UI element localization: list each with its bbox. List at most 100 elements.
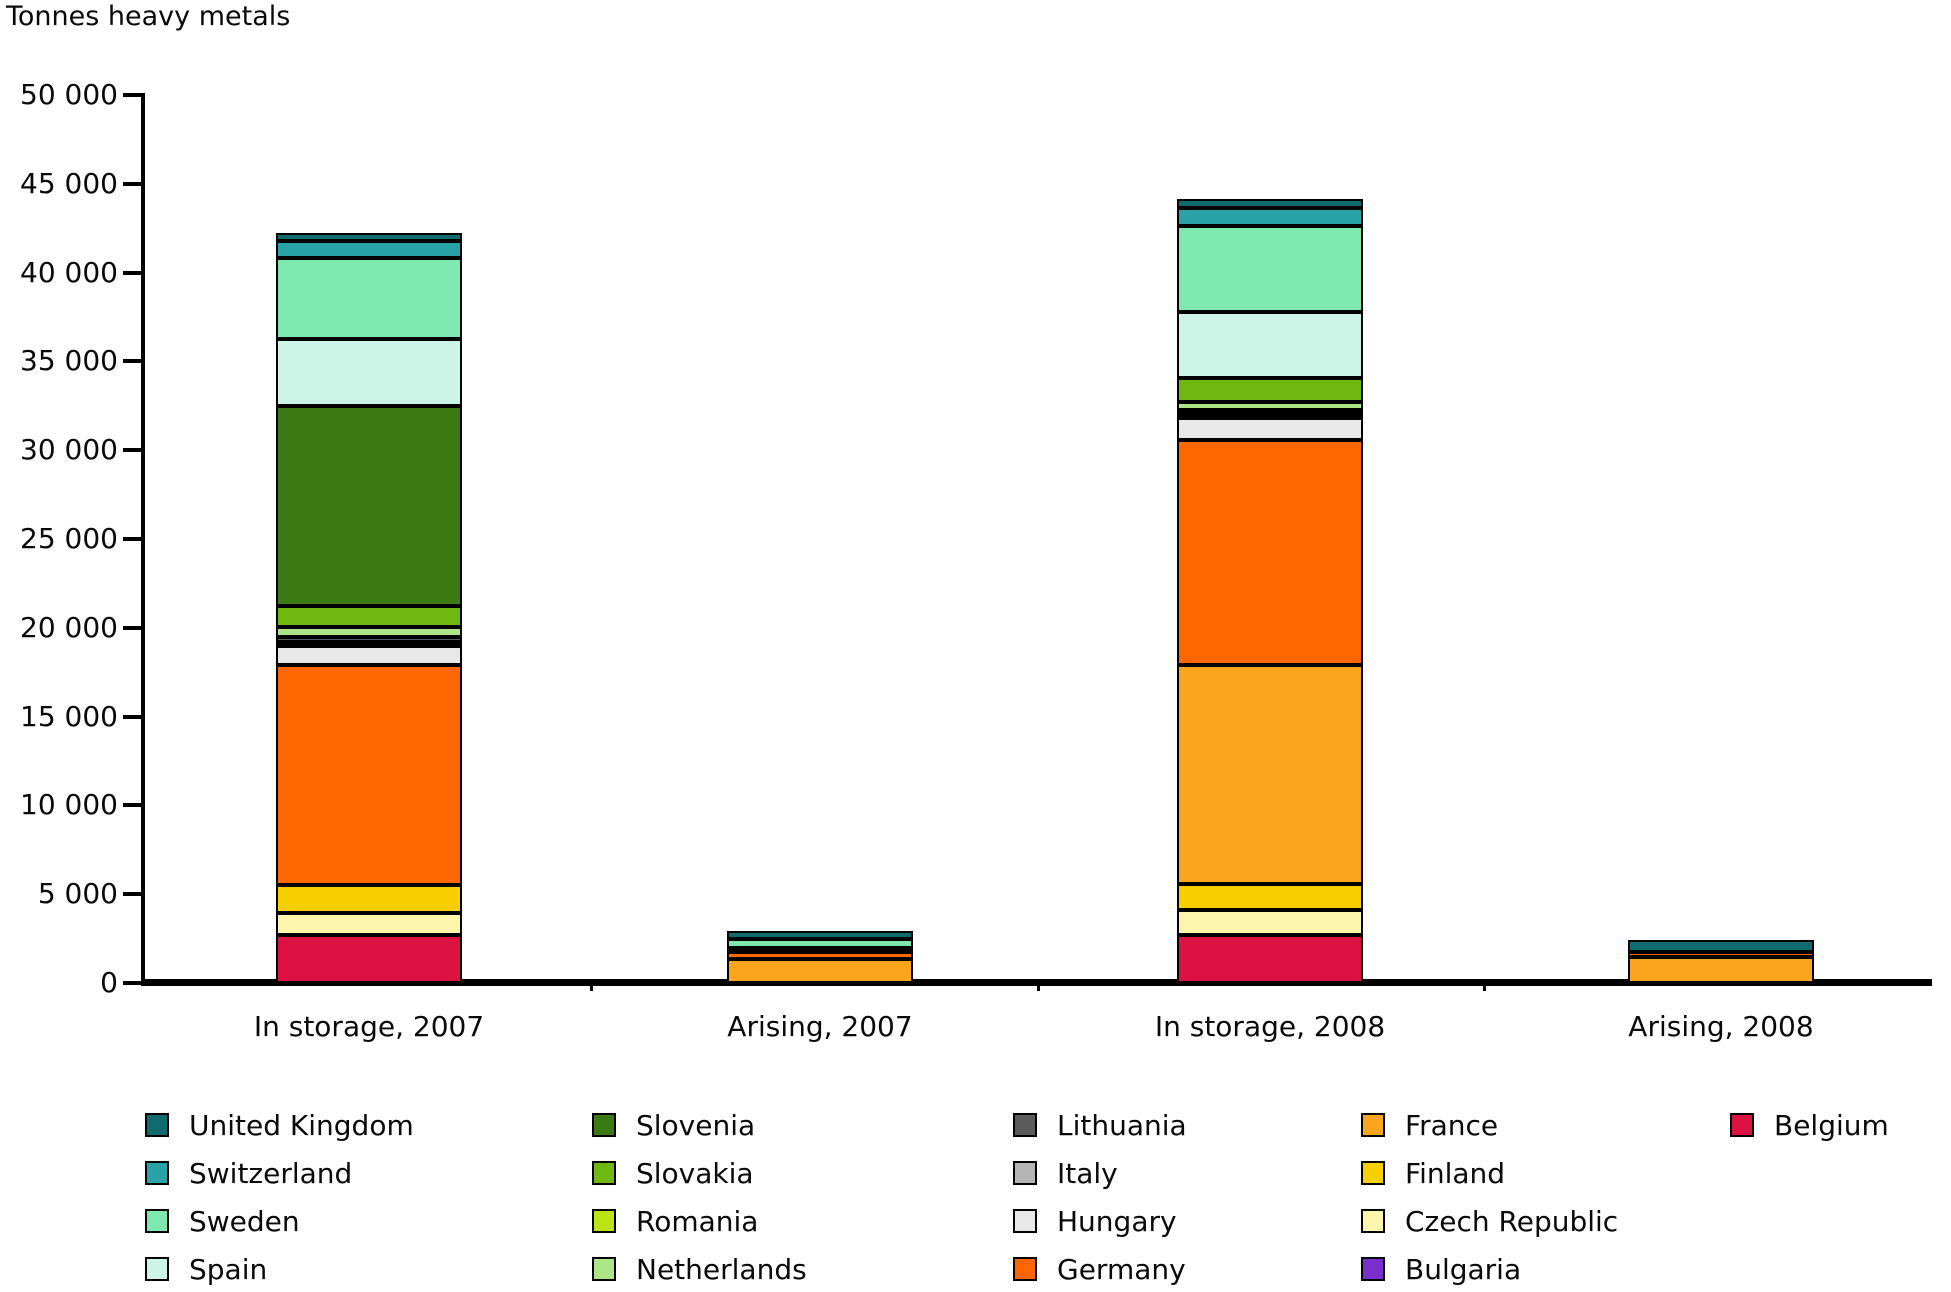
- legend-label: Belgium: [1774, 1109, 1889, 1142]
- y-axis-tick: [123, 448, 142, 453]
- y-axis-tick-label: 35 000: [20, 344, 118, 378]
- bar-segment-italy: [276, 642, 462, 647]
- legend-swatch: [1013, 1257, 1037, 1281]
- y-axis-tick-label: 10 000: [20, 788, 118, 822]
- y-axis-tick: [123, 181, 142, 186]
- bar-segment-hungary: [276, 646, 462, 665]
- y-axis-tick-label: 5 000: [37, 877, 118, 911]
- legend-label: Romania: [636, 1205, 759, 1238]
- legend-swatch: [1361, 1257, 1385, 1281]
- bar-segment-slovakia: [276, 606, 462, 628]
- legend-label: France: [1405, 1109, 1499, 1142]
- y-axis-tick: [123, 714, 142, 719]
- legend-swatch: [145, 1113, 169, 1137]
- bar-segment-germany: [1628, 951, 1814, 958]
- legend-swatch: [592, 1209, 616, 1233]
- legend-swatch: [592, 1161, 616, 1185]
- bar-segment-belgium: [1177, 935, 1363, 983]
- y-axis-tick-label: 20 000: [20, 610, 118, 644]
- bar-segment-lithuania: [1177, 409, 1363, 414]
- legend-swatch: [145, 1161, 169, 1185]
- legend-swatch: [592, 1257, 616, 1281]
- legend-swatch: [592, 1113, 616, 1137]
- stacked-bar: [276, 232, 462, 984]
- bar-segment-sweden: [727, 939, 913, 949]
- bar-segment-finland: [1177, 883, 1363, 911]
- bar-segment-italy: [1177, 413, 1363, 418]
- y-axis-tick: [123, 359, 142, 364]
- legend-label: Slovenia: [636, 1109, 756, 1142]
- y-axis-tick-label: 15 000: [20, 699, 118, 733]
- stacked-bar: [727, 930, 913, 983]
- bar-segment-germany: [1177, 440, 1363, 665]
- y-axis-tick-label: 0: [100, 966, 118, 999]
- legend-swatch: [1361, 1209, 1385, 1233]
- legend-swatch: [1013, 1161, 1037, 1185]
- y-axis-tick: [123, 93, 142, 97]
- bar-segment-czech-republic: [276, 913, 462, 935]
- bar-segment-netherlands: [276, 627, 462, 637]
- bar-segment-lithuania: [276, 636, 462, 643]
- legend-label: Sweden: [189, 1205, 300, 1238]
- legend-label: Lithuania: [1057, 1109, 1187, 1142]
- legend-swatch: [1730, 1113, 1754, 1137]
- y-axis-tick: [123, 803, 142, 808]
- x-axis-line: [141, 979, 1932, 986]
- chart-title: Tonnes heavy metals: [6, 1, 291, 32]
- legend-label: United Kingdom: [189, 1109, 414, 1142]
- stacked-bar: [1628, 940, 1814, 983]
- legend-label: Germany: [1057, 1253, 1186, 1286]
- y-axis-tick-label: 50 000: [20, 78, 118, 111]
- bar-segment-switzerland: [1177, 207, 1363, 226]
- bar-segment-france: [1177, 664, 1363, 884]
- legend-label: Hungary: [1057, 1205, 1177, 1238]
- x-axis-tick: [1037, 980, 1040, 991]
- bar-segment-hungary: [1177, 417, 1363, 441]
- bar-segment-united-kingdom: [727, 930, 913, 940]
- bar-segment-slovenia: [276, 406, 462, 607]
- bar-segment-spain: [276, 339, 462, 407]
- category-label: Arising, 2008: [1628, 1010, 1814, 1043]
- x-axis-tick: [1483, 980, 1486, 991]
- bar-segment-slovakia: [1177, 378, 1363, 402]
- y-axis-tick-label: 45 000: [20, 166, 118, 200]
- legend-label: Czech Republic: [1405, 1205, 1619, 1238]
- bar-segment-france: [727, 958, 913, 983]
- legend-label: Finland: [1405, 1157, 1506, 1190]
- bar-segment-united-kingdom: [1177, 199, 1363, 208]
- y-axis-tick: [123, 981, 142, 985]
- bar-segment-czech-republic: [1177, 910, 1363, 936]
- legend-label: Netherlands: [636, 1253, 807, 1286]
- bar-segment-switzerland: [276, 241, 462, 258]
- legend-label: Italy: [1057, 1157, 1118, 1190]
- category-label: In storage, 2007: [253, 1010, 485, 1043]
- y-axis-tick: [123, 537, 142, 541]
- bar-segment-united-kingdom: [276, 232, 462, 242]
- bar-segment-sweden: [1177, 225, 1363, 312]
- bar-segment-spain: [727, 948, 913, 953]
- legend-label: Slovakia: [636, 1157, 754, 1190]
- legend-label: Switzerland: [189, 1157, 353, 1190]
- category-label: In storage, 2008: [1154, 1010, 1386, 1043]
- category-label: Arising, 2007: [727, 1010, 913, 1043]
- y-axis-tick-label: 40 000: [20, 255, 118, 289]
- x-axis-tick: [590, 980, 593, 991]
- stacked-bar: [1177, 199, 1363, 983]
- bar-segment-netherlands: [1177, 401, 1363, 410]
- legend-swatch: [145, 1209, 169, 1233]
- bar-segment-finland: [276, 885, 462, 914]
- y-axis-tick: [123, 892, 142, 897]
- legend-swatch: [145, 1257, 169, 1281]
- bar-segment-united-kingdom: [1628, 940, 1814, 952]
- bar-segment-germany: [276, 664, 462, 886]
- legend-swatch: [1013, 1209, 1037, 1233]
- y-axis-tick-label: 30 000: [20, 433, 118, 467]
- legend-label: Spain: [189, 1253, 268, 1286]
- legend-swatch: [1361, 1161, 1385, 1185]
- bar-segment-germany: [727, 952, 913, 959]
- y-axis-line: [141, 93, 145, 985]
- legend-swatch: [1361, 1113, 1385, 1137]
- legend-swatch: [1013, 1113, 1037, 1137]
- bar-segment-belgium: [276, 934, 462, 984]
- bar-segment-spain: [1177, 312, 1363, 379]
